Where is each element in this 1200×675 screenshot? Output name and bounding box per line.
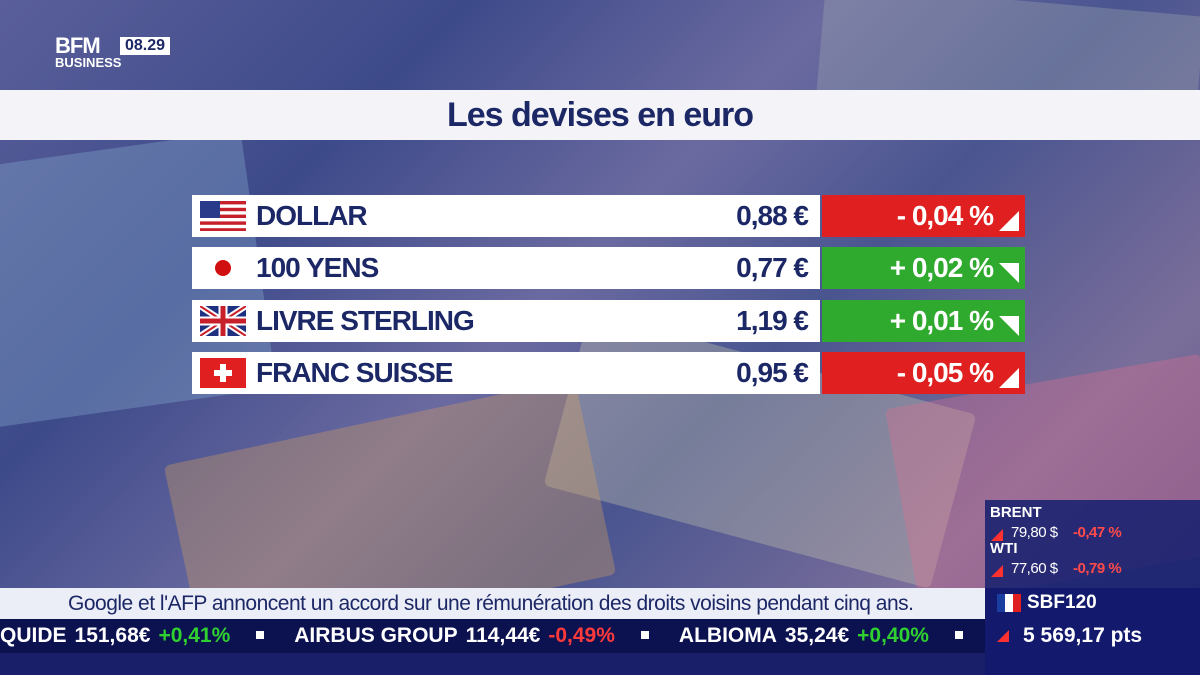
ticker-item: AIRBUS GROUP 114,44€ -0,49%: [294, 619, 675, 653]
separator: [640, 631, 649, 639]
commodity-price: 77,60 $: [1011, 560, 1058, 577]
currency-name: LIVRE STERLING: [256, 304, 475, 336]
stock-price: 151,68€: [74, 624, 151, 647]
headline: Google et l'AFP annoncent un accord sur …: [68, 592, 914, 615]
logo-sub: BUSINESS: [55, 55, 122, 70]
bottom-band: [0, 653, 985, 675]
stock-price: 114,44€: [465, 624, 541, 647]
trend-arrow: [991, 564, 1003, 582]
currency-price: 0,88 €: [736, 200, 809, 231]
stock-name: ALBIOMA: [678, 624, 777, 647]
trend-icon: [999, 263, 1019, 284]
currency-name: FRANC SUISSE: [256, 356, 453, 388]
commodity-change: -0,47 %: [1073, 524, 1122, 541]
currency-change: + 0,01 %: [889, 304, 994, 336]
stock-ticker: QUIDE 151,68€ +0,41% AIRBUS GROUP 114,44€ -0,…: [0, 619, 985, 653]
stock-change: -0,49%: [548, 624, 615, 647]
currency-price: 1,19 €: [736, 304, 809, 336]
currency-change: + 0,02 %: [889, 252, 994, 284]
index-value: 5 569,17 pts: [1023, 624, 1143, 647]
change-cell: - 0,05 %: [822, 351, 1025, 394]
row-bg: [192, 299, 820, 342]
currency-price: 0,95 €: [736, 356, 809, 388]
index-panel: SBF120 5 569,17 pts: [985, 588, 1200, 675]
separator: [256, 631, 265, 639]
commodity-name: BRENT: [990, 504, 1042, 521]
currency-row: DOLLAR 0,88 € - 0,04 %: [192, 195, 1025, 237]
stock-change: +0,40%: [857, 624, 929, 647]
commodities-panel: BRENT 79,80 $ -0,47 % WTI 77,60 $ -0,79 %: [985, 500, 1200, 588]
change-cell: + 0,02 %: [822, 247, 1025, 290]
flag: [200, 201, 246, 232]
flag: [200, 357, 246, 388]
flag: [198, 303, 248, 339]
separator: [954, 631, 963, 639]
trend-arrow: [997, 630, 1009, 642]
title-band: Les devises en euro: [0, 90, 1200, 140]
stock-price: 35,24€: [784, 624, 850, 647]
currency-name: 100 YENS: [256, 252, 379, 284]
stock-change: +0,41%: [158, 624, 231, 647]
trend-arrow: [991, 528, 1003, 546]
commodity-change: -0,79 %: [1073, 560, 1122, 577]
row-bg: [192, 195, 820, 237]
flag: [200, 253, 246, 284]
row-bg: [192, 351, 820, 394]
commodity-name: WTI: [990, 540, 1018, 557]
ticker-item: QUIDE 151,68€ +0,41%: [0, 619, 290, 653]
row-bg: [192, 247, 820, 290]
stock-name: AIRBUS GROUP: [294, 624, 458, 647]
flag-fr: [997, 594, 1021, 612]
currency-price: 0,77 €: [736, 252, 809, 284]
trend-icon: [999, 367, 1019, 388]
index-name: SBF120: [1027, 592, 1097, 613]
logo-main: BFM: [55, 33, 101, 58]
clock: 08.29: [120, 37, 171, 55]
currency-row: LIVRE STERLING 1,19 € + 0,01 %: [192, 299, 1025, 342]
title: Les devises en euro: [446, 95, 754, 134]
change-cell: + 0,01 %: [822, 299, 1025, 342]
ticker-item: ALBIOMA 35,24€ +0,40%: [679, 619, 989, 653]
currency-row: FRANC SUISSE 0,95 € - 0,05 %: [192, 351, 1025, 394]
logo: BFM BUSINESS: [55, 33, 122, 70]
trend-icon: [999, 211, 1019, 231]
currency-change: - 0,05 %: [896, 356, 994, 388]
currency-name: DOLLAR: [256, 200, 368, 231]
headline-band: Google et l'AFP annoncent un accord sur …: [0, 588, 985, 619]
change-cell: - 0,04 %: [822, 195, 1025, 237]
commodity-price: 79,80 $: [1011, 524, 1058, 541]
currency-change: - 0,04 %: [896, 200, 994, 231]
trend-icon: [999, 315, 1019, 336]
currency-row: 100 YENS 0,77 € + 0,02 %: [192, 247, 1025, 290]
stock-name: QUIDE: [0, 624, 67, 647]
